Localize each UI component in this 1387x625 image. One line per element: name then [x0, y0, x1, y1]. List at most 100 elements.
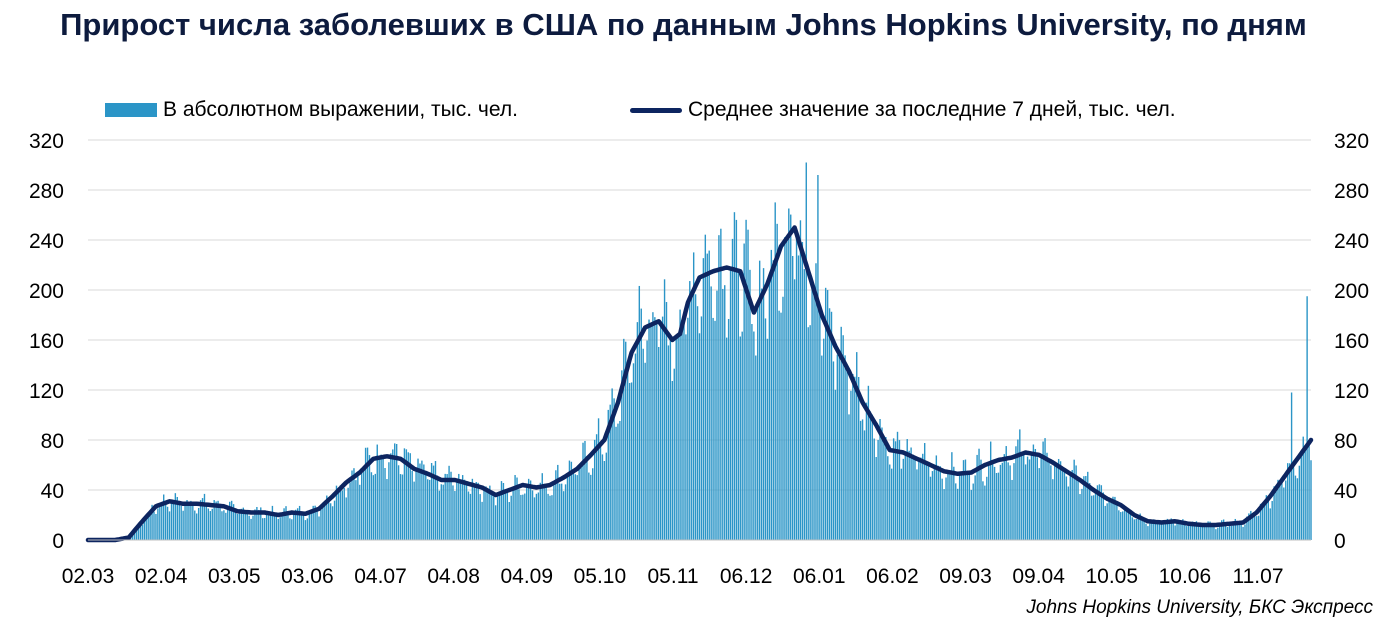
daily-bar: [894, 441, 897, 540]
daily-bar: [298, 505, 301, 540]
daily-bar: [411, 470, 413, 540]
daily-bar: [762, 268, 765, 540]
daily-bar: [1122, 511, 1124, 540]
daily-bar: [551, 495, 553, 540]
daily-bar: [1222, 519, 1225, 540]
daily-bar: [972, 483, 974, 540]
daily-bar: [712, 317, 714, 540]
daily-bar: [407, 452, 410, 540]
daily-bar: [514, 475, 516, 540]
daily-bar: [1135, 518, 1137, 540]
daily-bar: [395, 443, 398, 540]
daily-bar: [1067, 486, 1070, 540]
daily-bar: [910, 447, 912, 540]
daily-bar: [774, 202, 776, 540]
daily-bar: [574, 474, 576, 540]
daily-bar: [295, 509, 297, 540]
daily-bar: [527, 478, 530, 540]
daily-bar: [1089, 483, 1091, 540]
daily-bar: [795, 229, 798, 541]
daily-bar: [832, 361, 835, 540]
daily-bar: [1081, 488, 1083, 540]
daily-bar: [704, 234, 707, 541]
daily-bar: [1164, 521, 1167, 540]
daily-bar: [351, 470, 353, 540]
daily-bar: [859, 420, 862, 540]
daily-bar: [931, 471, 934, 540]
daily-bar: [553, 485, 555, 540]
daily-bar: [877, 440, 879, 540]
daily-bar: [811, 280, 813, 540]
daily-bar: [601, 454, 604, 540]
daily-bar: [487, 490, 489, 540]
legend-item-line: Среднее значение за последние 7 дней, ты…: [630, 96, 1176, 124]
daily-bar: [953, 466, 955, 540]
daily-bar: [725, 337, 728, 540]
daily-bar: [234, 510, 237, 540]
daily-bar: [1071, 469, 1073, 540]
daily-bar: [927, 465, 930, 540]
daily-bar: [1120, 512, 1122, 540]
daily-bar: [1019, 429, 1021, 540]
daily-bar: [745, 219, 747, 540]
daily-bar: [722, 288, 724, 540]
daily-bar: [749, 269, 751, 540]
daily-bar: [1155, 521, 1157, 540]
x-tick-label: 04.08: [427, 565, 480, 588]
daily-bar: [592, 468, 594, 540]
daily-bar: [1207, 521, 1209, 540]
daily-bar: [582, 442, 584, 540]
daily-bar: [665, 302, 668, 540]
daily-bar: [1052, 479, 1054, 540]
daily-bar: [364, 447, 367, 540]
daily-bar: [370, 472, 373, 540]
daily-bar: [559, 483, 561, 540]
daily-bar: [984, 485, 986, 540]
daily-bar: [933, 465, 936, 540]
daily-bar: [714, 320, 716, 540]
daily-bar: [1252, 514, 1254, 540]
daily-bar: [1046, 452, 1048, 540]
daily-bar: [838, 354, 840, 540]
source-note: Johns Hopkins University, БКС Экспресс: [1026, 597, 1373, 618]
daily-bar: [681, 321, 683, 540]
daily-bar: [541, 473, 543, 540]
daily-bar: [1263, 501, 1266, 540]
daily-bar: [1133, 519, 1136, 540]
daily-bar: [770, 249, 773, 540]
daily-bar: [221, 511, 223, 540]
daily-bar: [1294, 475, 1297, 540]
daily-bar: [1209, 521, 1211, 540]
daily-bar: [669, 337, 672, 540]
daily-bar: [857, 377, 860, 540]
daily-bar: [568, 460, 571, 540]
daily-bar: [638, 285, 641, 540]
daily-bar: [1102, 492, 1104, 540]
daily-bar: [543, 483, 545, 540]
daily-bar: [1172, 522, 1174, 540]
daily-bar: [1261, 504, 1264, 540]
daily-bar: [149, 510, 151, 540]
daily-bar: [318, 516, 320, 540]
daily-bar: [677, 335, 679, 540]
daily-bar: [159, 504, 161, 540]
daily-bar: [229, 501, 231, 540]
x-tick-label: 06.12: [720, 565, 773, 588]
daily-bar: [617, 423, 619, 540]
daily-bar: [1005, 446, 1007, 540]
daily-bar: [384, 468, 386, 540]
daily-bar: [819, 312, 821, 540]
daily-bar: [1257, 515, 1260, 540]
daily-bar: [675, 338, 677, 540]
daily-bar: [236, 513, 239, 540]
daily-bar: [776, 223, 778, 540]
daily-bar: [896, 431, 899, 540]
daily-bar: [885, 437, 887, 540]
seven-day-average-line: [85, 225, 1314, 543]
daily-bar: [584, 440, 586, 540]
daily-bar: [382, 459, 384, 540]
y-tick-label-right: 320: [1334, 130, 1369, 153]
daily-bar: [834, 389, 837, 540]
legend: В абсолютном выражении, тыс. чел. Средне…: [0, 96, 1387, 124]
x-axis-labels: 02.03 02.04 03.05 03.06 04.07 04.08 04.09 05.10…: [62, 565, 1284, 588]
